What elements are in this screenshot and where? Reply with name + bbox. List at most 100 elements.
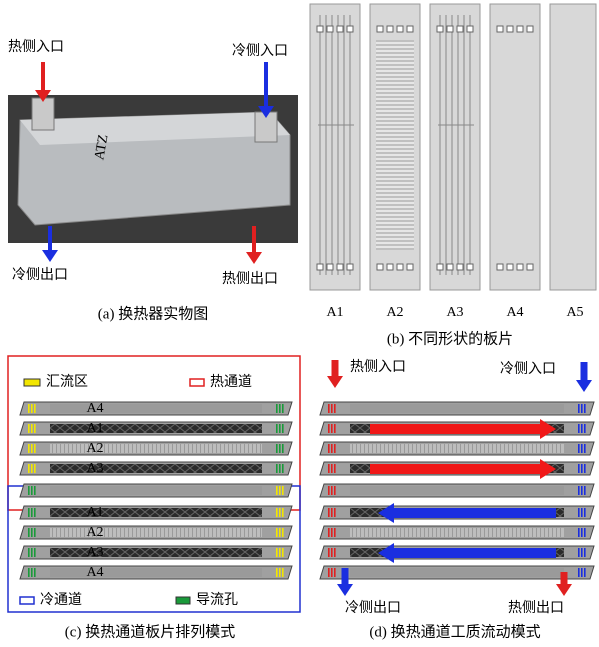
port — [377, 26, 383, 32]
port — [34, 508, 36, 517]
port — [28, 404, 30, 413]
port — [584, 508, 586, 517]
channel — [376, 40, 414, 250]
label: 热侧出口 — [508, 600, 564, 616]
label: 热侧入口 — [8, 39, 64, 55]
plate-core — [350, 568, 564, 577]
port — [279, 486, 281, 495]
plate-label: A1 — [326, 305, 343, 320]
port — [279, 464, 281, 473]
port — [347, 26, 353, 32]
port — [578, 464, 580, 473]
drawing: A1A2A3A4A5A4A1A2A3A1A2A3A4 — [20, 4, 596, 596]
port — [276, 486, 278, 495]
arrow-head — [246, 252, 262, 264]
label: 冷侧入口 — [232, 43, 288, 59]
port — [28, 528, 30, 537]
port — [584, 486, 586, 495]
port — [34, 528, 36, 537]
port — [387, 26, 393, 32]
port — [317, 26, 323, 32]
port — [507, 26, 513, 32]
port — [282, 486, 284, 495]
plate-label: A2 — [386, 305, 403, 320]
port — [282, 404, 284, 413]
port — [276, 548, 278, 557]
port — [387, 264, 393, 270]
port — [31, 508, 33, 517]
port — [337, 264, 343, 270]
plate-core — [50, 528, 262, 537]
legend-label: 热通道 — [210, 374, 252, 390]
port — [447, 26, 453, 32]
port — [276, 568, 278, 577]
port — [279, 528, 281, 537]
port — [467, 26, 473, 32]
legend-label: 汇流区 — [46, 374, 88, 390]
plate-core — [50, 404, 262, 413]
port — [334, 464, 336, 473]
plate-label: A5 — [566, 305, 583, 320]
plate-label: A4 — [506, 305, 523, 320]
port — [282, 528, 284, 537]
plate-core — [50, 464, 262, 473]
port — [581, 548, 583, 557]
port — [317, 264, 323, 270]
port — [279, 508, 281, 517]
port — [276, 508, 278, 517]
port — [31, 486, 33, 495]
port — [584, 464, 586, 473]
label: 冷侧出口 — [345, 600, 401, 616]
port — [328, 528, 330, 537]
port — [581, 568, 583, 577]
port — [31, 404, 33, 413]
port — [282, 464, 284, 473]
port — [328, 464, 330, 473]
arrow — [370, 464, 542, 474]
port — [327, 26, 333, 32]
port — [497, 264, 503, 270]
port — [331, 444, 333, 453]
plate-core — [350, 404, 564, 413]
port — [437, 264, 443, 270]
plate — [550, 4, 596, 290]
port — [517, 264, 523, 270]
port — [328, 508, 330, 517]
port — [34, 486, 36, 495]
caption: (d) 换热通道工质流动模式 — [369, 623, 540, 640]
port — [328, 424, 330, 433]
label: 冷侧出口 — [12, 267, 68, 283]
port — [584, 444, 586, 453]
port — [467, 264, 473, 270]
legend-swatch — [20, 597, 34, 604]
port — [279, 444, 281, 453]
port — [282, 548, 284, 557]
port — [334, 528, 336, 537]
port — [584, 404, 586, 413]
plate-core — [350, 528, 564, 537]
plate-label: A3 — [446, 305, 463, 320]
port — [331, 424, 333, 433]
port — [34, 404, 36, 413]
port — [578, 404, 580, 413]
plate-core — [50, 486, 262, 495]
port — [28, 548, 30, 557]
port — [282, 508, 284, 517]
port — [584, 568, 586, 577]
plate-label: A4 — [86, 401, 103, 416]
port — [517, 26, 523, 32]
port — [331, 508, 333, 517]
port — [581, 464, 583, 473]
plate-core — [50, 568, 262, 577]
port — [282, 444, 284, 453]
plate-core — [350, 444, 564, 453]
port — [581, 528, 583, 537]
port — [578, 548, 580, 557]
port — [578, 486, 580, 495]
plate-label: A4 — [86, 565, 103, 580]
caption: (c) 换热通道板片排列模式 — [65, 622, 235, 640]
port — [397, 264, 403, 270]
legend-label: 冷通道 — [40, 592, 82, 608]
arrow-head — [337, 584, 353, 596]
caption: (a) 换热器实物图 — [98, 305, 208, 322]
